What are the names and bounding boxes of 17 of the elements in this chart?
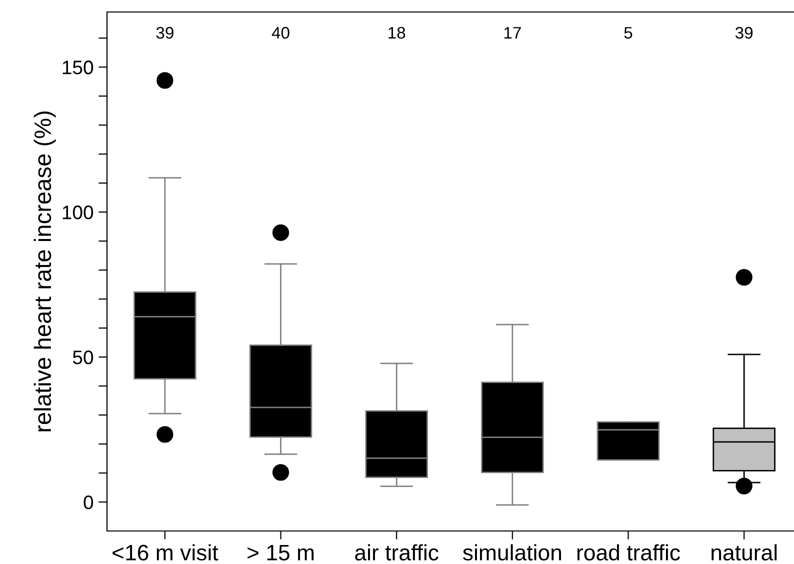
x-tick-label: road traffic	[577, 544, 680, 561]
annotation: 17	[504, 27, 521, 39]
y-tick-label: 50	[72, 350, 94, 364]
x-tick-label: > 15 m	[248, 545, 314, 561]
x-tick-label: natural	[712, 544, 777, 561]
y-axis-title: relative heart rate increase (%)	[34, 112, 56, 432]
y-tick-label: 100	[62, 206, 94, 220]
x-tick-label: air traffic	[355, 544, 438, 561]
x-tick-label: <16 m visit	[112, 544, 218, 561]
annotation: 5	[624, 27, 632, 39]
y-tick-label: 0	[84, 495, 94, 510]
annotation: 39	[156, 26, 174, 39]
annotation: 39	[735, 26, 753, 39]
y-tick-label: 150	[62, 60, 94, 74]
x-tick-label: simulation	[463, 544, 561, 561]
annotation: 40	[272, 26, 290, 39]
annotation: 18	[388, 26, 406, 39]
